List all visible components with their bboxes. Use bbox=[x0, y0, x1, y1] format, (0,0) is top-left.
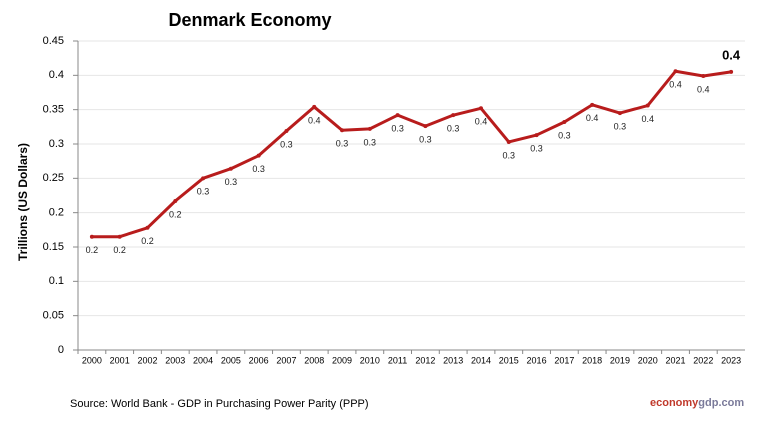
value-label: 0.4 bbox=[669, 80, 682, 90]
point bbox=[145, 225, 150, 230]
value-label: 0.3 bbox=[530, 143, 543, 153]
x-tick-label: 2013 bbox=[443, 355, 463, 365]
x-tick-label: 2012 bbox=[415, 355, 435, 365]
y-tick-label: 0.35 bbox=[43, 104, 64, 116]
point bbox=[673, 69, 678, 74]
value-label: 0.3 bbox=[336, 139, 349, 149]
point bbox=[367, 126, 372, 131]
point bbox=[395, 113, 400, 118]
point bbox=[117, 234, 122, 239]
point bbox=[617, 111, 622, 116]
x-tick-label: 2011 bbox=[388, 355, 407, 365]
brand: economygdp.com bbox=[650, 397, 744, 409]
x-tick-label: 2021 bbox=[666, 355, 686, 365]
value-label: 0.3 bbox=[503, 150, 516, 160]
value-label: 0.3 bbox=[447, 124, 460, 134]
x-tick-label: 2005 bbox=[221, 355, 241, 365]
value-label: 0.4 bbox=[641, 114, 654, 124]
point bbox=[590, 102, 595, 107]
x-tick-label: 2001 bbox=[110, 355, 130, 365]
point bbox=[451, 113, 456, 118]
point bbox=[228, 166, 233, 171]
value-label: 0.3 bbox=[252, 164, 265, 174]
x-tick-label: 2003 bbox=[165, 355, 185, 365]
value-label: 0.2 bbox=[86, 245, 99, 255]
y-tick-label: 0.45 bbox=[43, 35, 64, 47]
x-tick-label: 2000 bbox=[82, 355, 102, 365]
x-tick-label: 2018 bbox=[582, 355, 602, 365]
value-label: 0.3 bbox=[225, 177, 238, 187]
x-tick-label: 2016 bbox=[527, 355, 547, 365]
x-tick-label: 2020 bbox=[638, 355, 658, 365]
point bbox=[562, 120, 567, 125]
y-tick-label: 0.2 bbox=[49, 207, 64, 219]
y-tick-label: 0.1 bbox=[49, 275, 64, 287]
series-line bbox=[91, 69, 732, 239]
x-tick-label: 2022 bbox=[693, 355, 713, 365]
value-label: 0.3 bbox=[364, 137, 377, 147]
x-tick-label: 2023 bbox=[721, 355, 741, 365]
value-label: 0.3 bbox=[197, 187, 210, 197]
x-tick-label: 2015 bbox=[499, 355, 519, 365]
value-label: 0.4 bbox=[308, 115, 321, 125]
point bbox=[284, 128, 289, 133]
x-tick-label: 2007 bbox=[276, 355, 296, 365]
point bbox=[701, 74, 706, 79]
x-tick-label: 2002 bbox=[137, 355, 157, 365]
value-label: 0.4 bbox=[697, 84, 710, 94]
value-label: 0.4 bbox=[475, 117, 488, 127]
point bbox=[312, 104, 317, 109]
x-tick-label: 2017 bbox=[554, 355, 574, 365]
value-label: 0.3 bbox=[614, 121, 627, 131]
point bbox=[340, 128, 345, 133]
value-label: 0.4 bbox=[586, 113, 599, 123]
y-tick-label: 0.4 bbox=[49, 69, 64, 81]
y-tick-label: 0 bbox=[58, 344, 64, 356]
x-tick-label: 2014 bbox=[471, 355, 491, 365]
value-label: 0.4 bbox=[722, 47, 741, 62]
y-tick-label: 0.25 bbox=[43, 172, 64, 184]
y-tick-label: 0.05 bbox=[43, 310, 64, 322]
y-tick-label: 0.15 bbox=[43, 241, 64, 253]
source-note: Source: World Bank - GDP in Purchasing P… bbox=[70, 398, 369, 410]
point bbox=[478, 106, 483, 111]
brand-part: gdp.com bbox=[698, 397, 744, 409]
point bbox=[256, 153, 261, 158]
value-label: 0.3 bbox=[419, 135, 432, 145]
x-tick-label: 2019 bbox=[610, 355, 630, 365]
value-label: 0.2 bbox=[141, 236, 154, 246]
point bbox=[506, 139, 511, 144]
x-tick-label: 2008 bbox=[304, 355, 324, 365]
x-tick-label: 2006 bbox=[249, 355, 269, 365]
x-tick-label: 2009 bbox=[332, 355, 352, 365]
point bbox=[201, 176, 206, 181]
y-tick-label: 0.3 bbox=[49, 138, 64, 150]
point bbox=[423, 124, 428, 129]
x-tick-label: 2010 bbox=[360, 355, 380, 365]
point bbox=[534, 133, 539, 138]
value-label: 0.3 bbox=[558, 130, 571, 140]
brand-part: economy bbox=[650, 397, 699, 409]
chart-title: Denmark Economy bbox=[168, 10, 331, 30]
point bbox=[729, 69, 734, 74]
x-tick-label: 2004 bbox=[193, 355, 213, 365]
point bbox=[645, 103, 650, 108]
value-label: 0.3 bbox=[280, 139, 293, 149]
point bbox=[89, 234, 94, 239]
y-axis-label: Trillions (US Dollars) bbox=[16, 143, 30, 261]
value-label: 0.3 bbox=[391, 124, 404, 134]
value-label: 0.2 bbox=[113, 245, 126, 255]
value-label: 0.2 bbox=[169, 209, 182, 219]
point bbox=[173, 198, 178, 203]
